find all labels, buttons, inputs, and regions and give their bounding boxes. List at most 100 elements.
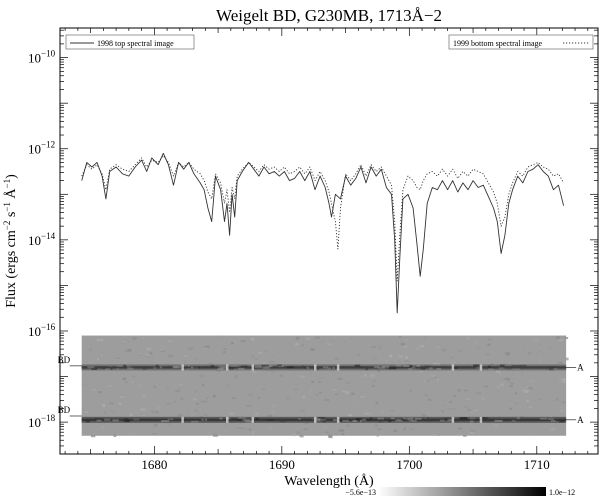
image-noise — [363, 373, 367, 377]
image-noise — [565, 336, 569, 340]
image-noise — [85, 411, 89, 414]
trace-texture — [494, 419, 503, 422]
image-noise — [377, 347, 382, 349]
y-label-exp-s: −1 — [2, 202, 12, 212]
trace-texture — [511, 365, 520, 368]
image-noise — [418, 370, 424, 373]
image-noise — [326, 343, 331, 346]
image-noise — [500, 378, 504, 381]
image-noise — [539, 398, 542, 400]
image-noise — [140, 408, 145, 411]
image-noise — [334, 393, 339, 396]
image-noise — [162, 350, 166, 353]
trace-texture — [142, 367, 147, 370]
absorption-gap — [181, 364, 184, 371]
image-noise — [561, 381, 566, 384]
trace-texture — [388, 420, 392, 423]
image-noise — [280, 374, 283, 378]
image-noise — [337, 377, 343, 381]
image-noise — [225, 375, 230, 377]
trace-texture — [241, 365, 248, 368]
image-noise — [113, 434, 117, 437]
trace-texture — [219, 417, 223, 420]
image-noise — [549, 336, 554, 338]
absorption-gap — [336, 364, 340, 371]
trace-texture — [511, 419, 516, 422]
image-noise — [293, 433, 296, 437]
image-noise — [390, 410, 395, 412]
image-noise — [310, 389, 313, 392]
image-noise — [430, 376, 434, 380]
image-noise — [528, 387, 533, 389]
trace-texture — [355, 365, 362, 368]
image-noise — [254, 376, 260, 378]
image-noise — [311, 380, 314, 383]
image-noise — [309, 372, 312, 374]
image-noise — [179, 383, 183, 386]
image-noise — [98, 389, 101, 392]
trace-texture — [404, 417, 413, 420]
image-noise — [268, 426, 274, 429]
trace-texture — [242, 418, 251, 421]
trace-texture — [174, 419, 179, 422]
trace-texture — [124, 365, 127, 368]
trace-texture — [167, 365, 173, 368]
trace-texture — [155, 364, 159, 367]
image-noise — [346, 382, 351, 384]
image-noise — [505, 392, 508, 395]
image-noise — [139, 354, 142, 356]
image-noise — [246, 407, 250, 410]
trace-texture — [143, 366, 150, 369]
x-tick-label: 1700 — [396, 457, 422, 472]
image-noise — [410, 362, 415, 366]
image-noise — [294, 343, 299, 346]
image-noise — [246, 405, 252, 407]
image-noise — [310, 348, 315, 351]
image-noise — [248, 374, 252, 378]
image-noise — [139, 352, 143, 355]
image-noise — [132, 376, 136, 378]
x-axis: 1680 1690 1700 1710 — [64, 28, 589, 472]
trace-texture — [333, 418, 337, 421]
image-noise — [152, 410, 155, 414]
image-noise — [441, 409, 444, 413]
image-noise — [561, 401, 566, 403]
image-noise — [424, 412, 430, 415]
image-noise — [199, 400, 204, 403]
trace-texture — [318, 418, 326, 421]
image-noise — [96, 357, 99, 361]
trace-texture — [109, 367, 113, 370]
image-noise — [364, 412, 369, 415]
image-noise — [218, 422, 221, 426]
image-noise — [181, 412, 185, 415]
image-noise — [425, 428, 429, 431]
image-noise — [173, 400, 176, 403]
image-noise — [457, 389, 462, 393]
y-label-s: s — [4, 212, 19, 221]
x-axis-label: Wavelength (Å) — [284, 473, 374, 489]
image-noise — [265, 344, 269, 346]
image-noise — [453, 395, 457, 398]
image-noise — [286, 397, 290, 400]
image-noise — [188, 347, 194, 350]
image-noise — [226, 430, 229, 434]
trace-texture — [261, 364, 269, 367]
image-noise — [277, 352, 281, 354]
trace-texture — [410, 419, 415, 422]
trace-texture — [317, 417, 326, 420]
image-noise — [177, 413, 183, 417]
image-noise — [385, 360, 388, 362]
image-noise — [262, 388, 266, 391]
image-noise — [513, 402, 518, 405]
trace-texture — [220, 366, 228, 369]
image-noise — [403, 346, 409, 348]
y-axis-label: Flux (ergs cm−2 s−1 Å−1) — [2, 174, 19, 308]
absorption-gap — [479, 364, 483, 371]
image-noise — [498, 373, 501, 375]
image-noise — [231, 359, 236, 362]
trace-texture — [108, 364, 113, 367]
image-noise — [521, 371, 524, 375]
trace-texture — [539, 417, 547, 420]
trace-texture — [201, 418, 204, 421]
image-noise — [200, 374, 205, 378]
